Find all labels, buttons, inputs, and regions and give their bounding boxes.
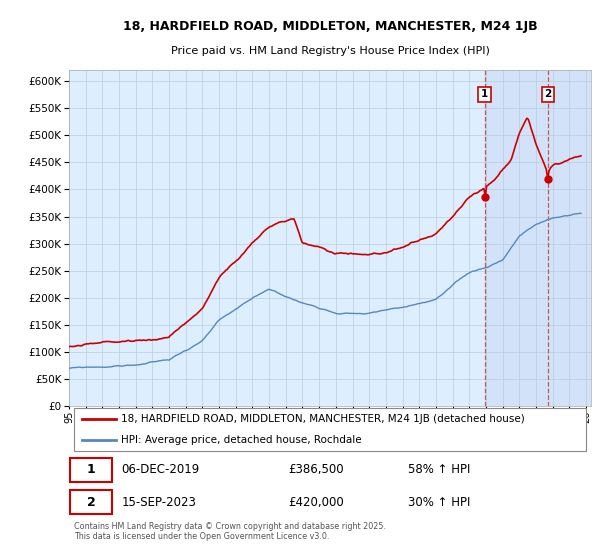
Text: 30% ↑ HPI: 30% ↑ HPI: [409, 496, 470, 508]
Text: £386,500: £386,500: [288, 463, 344, 477]
Text: 18, HARDFIELD ROAD, MIDDLETON, MANCHESTER, M24 1JB (detached house): 18, HARDFIELD ROAD, MIDDLETON, MANCHESTE…: [121, 414, 525, 424]
Text: £420,000: £420,000: [288, 496, 344, 508]
FancyBboxPatch shape: [70, 458, 112, 482]
Text: 58% ↑ HPI: 58% ↑ HPI: [409, 463, 470, 477]
Text: 06-DEC-2019: 06-DEC-2019: [121, 463, 199, 477]
Text: Contains HM Land Registry data © Crown copyright and database right 2025.
This d: Contains HM Land Registry data © Crown c…: [74, 522, 386, 541]
Text: HPI: Average price, detached house, Rochdale: HPI: Average price, detached house, Roch…: [121, 436, 362, 445]
Text: 2: 2: [86, 496, 95, 508]
Text: 15-SEP-2023: 15-SEP-2023: [121, 496, 196, 508]
Text: 18, HARDFIELD ROAD, MIDDLETON, MANCHESTER, M24 1JB: 18, HARDFIELD ROAD, MIDDLETON, MANCHESTE…: [122, 20, 538, 32]
FancyBboxPatch shape: [74, 408, 586, 451]
Text: Price paid vs. HM Land Registry's House Price Index (HPI): Price paid vs. HM Land Registry's House …: [170, 46, 490, 56]
Text: 1: 1: [86, 463, 95, 477]
Bar: [485, 70, 591, 407]
Text: 1: 1: [481, 90, 488, 100]
Text: 2: 2: [544, 90, 551, 100]
FancyBboxPatch shape: [70, 490, 112, 514]
